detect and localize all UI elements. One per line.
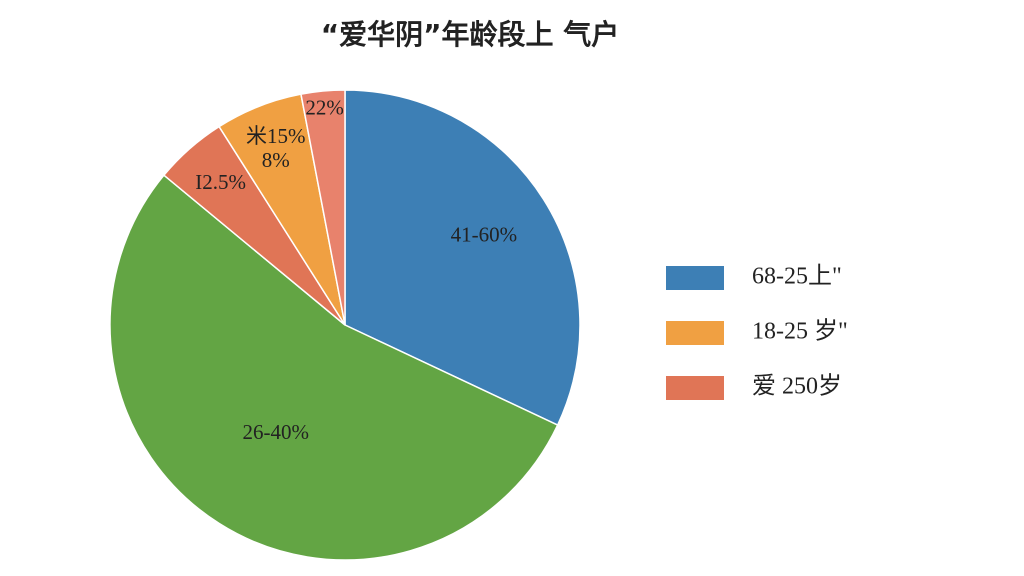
legend-swatch (666, 321, 724, 345)
legend-swatch (666, 266, 724, 290)
legend-label: 68-25上" (752, 263, 842, 290)
slice-label: 米15% 8% (246, 124, 306, 172)
chart-title: “爱华阴”年龄段上 气户 (321, 18, 620, 51)
pie-slice (109, 174, 559, 561)
pie-slice (300, 89, 346, 326)
legend-label: 18-25 岁" (752, 318, 848, 345)
slice-label: 41-60% (451, 223, 518, 247)
slice-label: 22% (305, 96, 344, 120)
slice-label: I2.5% (195, 170, 246, 194)
legend-swatch (666, 376, 724, 400)
pie-slice (344, 89, 581, 427)
legend-label: 爱 250岁 (752, 373, 842, 400)
slice-label: 26-40% (242, 420, 309, 444)
